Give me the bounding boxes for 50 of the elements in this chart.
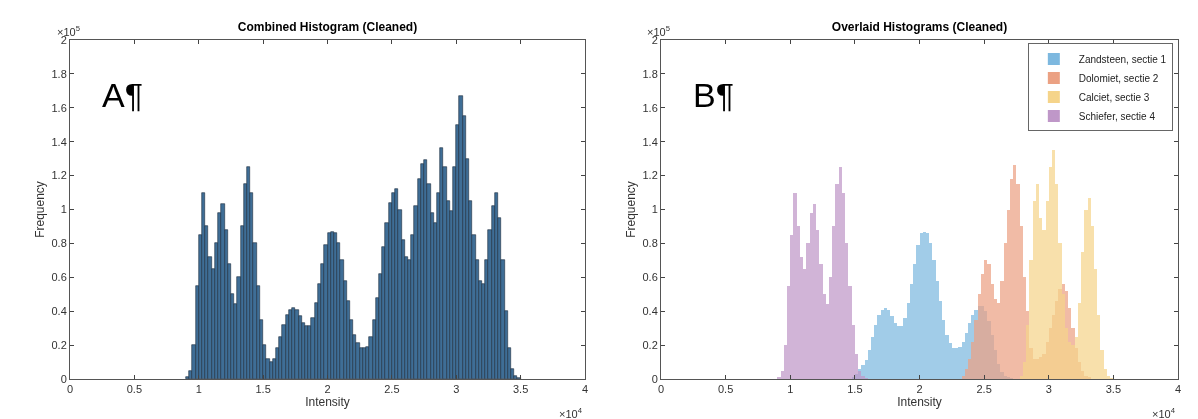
- x-tick-label: 2: [916, 383, 923, 396]
- x-tick-label: 1.5: [255, 383, 271, 396]
- y-tick-label: 1.2: [642, 169, 658, 182]
- y-tick-label: 1.8: [51, 67, 67, 80]
- y-tick-label: 1: [60, 203, 67, 216]
- x-tick-label: 0.5: [126, 383, 143, 396]
- x-tick-label: 0.5: [717, 383, 734, 396]
- text: ×10$^{4}$: [559, 406, 583, 419]
- chart-title: Overlaid Histograms (Cleaned): [831, 20, 1008, 35]
- x-tick-label: 2: [324, 383, 331, 396]
- y-tick-label: 1.6: [51, 101, 67, 114]
- y-tick-label: 0: [60, 372, 67, 385]
- y-tick-label: 0.4: [642, 305, 658, 318]
- annotation: A¶: [102, 76, 143, 114]
- legend-label: Dolomiet, sectie 2: [1078, 72, 1159, 84]
- x-tick-label: 3.5: [1105, 383, 1122, 396]
- y-tick-label: 0.8: [51, 237, 67, 250]
- y-tick-label: 0.6: [642, 271, 658, 284]
- x-tick-label: 1.5: [847, 383, 863, 396]
- y-tick-label: 1.6: [642, 101, 658, 114]
- legend-label: Zandsteen, sectie 1: [1078, 53, 1167, 65]
- y-tick-label: 1.4: [51, 135, 67, 148]
- legend-label: Calciet, sectie 3: [1078, 91, 1150, 103]
- x-axis-title: Intensity: [305, 395, 350, 410]
- y-tick-label: 0.8: [642, 237, 658, 250]
- y-tick-label: 1.8: [642, 67, 658, 80]
- y-tick-label: 0.4: [51, 305, 67, 318]
- y-tick-label: 1.2: [51, 169, 67, 182]
- x-tick-label: 1: [787, 383, 794, 396]
- y-axis-title: Frequency: [32, 181, 47, 238]
- x-tick-label: 3: [1045, 383, 1052, 396]
- x-tick-label: 3.5: [512, 383, 529, 396]
- x-tick-label: 4: [581, 383, 589, 396]
- annotation: B¶: [693, 76, 734, 114]
- y-tick-label: 0.2: [51, 338, 67, 351]
- x-axis-title: Intensity: [897, 395, 942, 410]
- x-tick-label: 1: [195, 383, 202, 396]
- chart-title: Combined Histogram (Cleaned): [237, 20, 418, 35]
- x-tick-label: 3: [453, 383, 460, 396]
- x-tick-label: 2.5: [976, 383, 992, 396]
- y-tick-label: 1.4: [642, 135, 658, 148]
- x-tick-label: 4: [1174, 383, 1182, 396]
- text: ×10$^{4}$: [1152, 406, 1176, 419]
- x-tick-label: 2.5: [384, 383, 400, 396]
- y-tick-label: 1: [651, 203, 658, 216]
- y-tick-label: 0: [651, 372, 658, 385]
- y-tick-label: 0.2: [642, 338, 658, 351]
- y-axis-title: Frequency: [623, 181, 638, 238]
- legend-label: Schiefer, sectie 4: [1078, 110, 1156, 122]
- y-tick-label: 0.6: [51, 271, 67, 284]
